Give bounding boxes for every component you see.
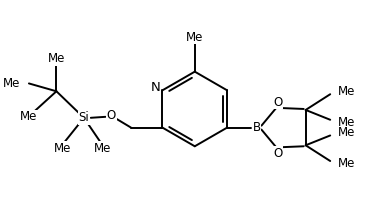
Text: Me: Me bbox=[94, 142, 111, 155]
Text: Me: Me bbox=[338, 126, 356, 139]
Text: Me: Me bbox=[338, 85, 356, 98]
Text: Si: Si bbox=[79, 111, 89, 124]
Text: Me: Me bbox=[3, 77, 20, 90]
Text: O: O bbox=[107, 109, 116, 122]
Text: Me: Me bbox=[54, 142, 71, 155]
Text: Me: Me bbox=[338, 116, 356, 129]
Text: Me: Me bbox=[20, 110, 38, 123]
Text: O: O bbox=[273, 147, 283, 160]
Text: O: O bbox=[273, 96, 283, 108]
Text: B: B bbox=[253, 121, 261, 134]
Text: Me: Me bbox=[186, 31, 204, 44]
Text: N: N bbox=[151, 81, 161, 94]
Text: Me: Me bbox=[48, 52, 65, 65]
Text: Me: Me bbox=[338, 158, 356, 170]
